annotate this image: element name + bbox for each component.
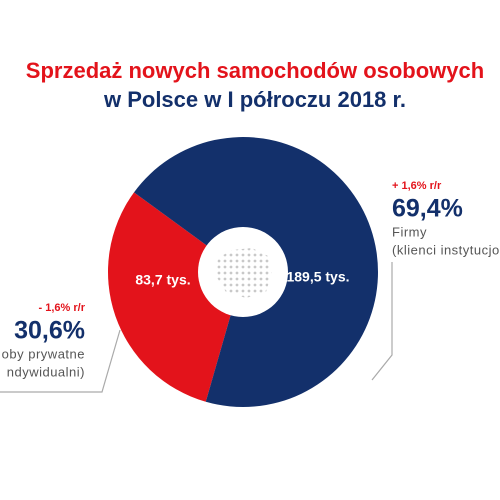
change-label: - 1,6% r/r: [39, 302, 86, 314]
callout-line: [371, 262, 393, 381]
category-description: (klienci instytucjo: [392, 242, 500, 257]
title-line: w Polsce w I półroczu 2018 r.: [103, 87, 406, 112]
category-label: Firmy: [392, 224, 427, 239]
change-label: + 1,6% r/r: [392, 180, 442, 192]
labels: 83,7 tys. 189,5 tys. - 1,6% r/r 30,6%oby pr…: [2, 180, 500, 380]
percent-label: 69,4%: [392, 195, 463, 223]
callout-line: [0, 329, 121, 393]
category-description: ndywidualni): [7, 364, 85, 379]
count-label: 83,7 tys.: [135, 272, 190, 288]
title-line: Sprzedaż nowych samochodów osobowych: [26, 58, 484, 83]
pie-slice: [108, 192, 244, 402]
category-label: oby prywatne: [2, 346, 85, 361]
percent-label: 30,6%: [14, 317, 85, 345]
map-icon: [216, 248, 272, 298]
count-label: 189,5 tys.: [286, 269, 349, 285]
